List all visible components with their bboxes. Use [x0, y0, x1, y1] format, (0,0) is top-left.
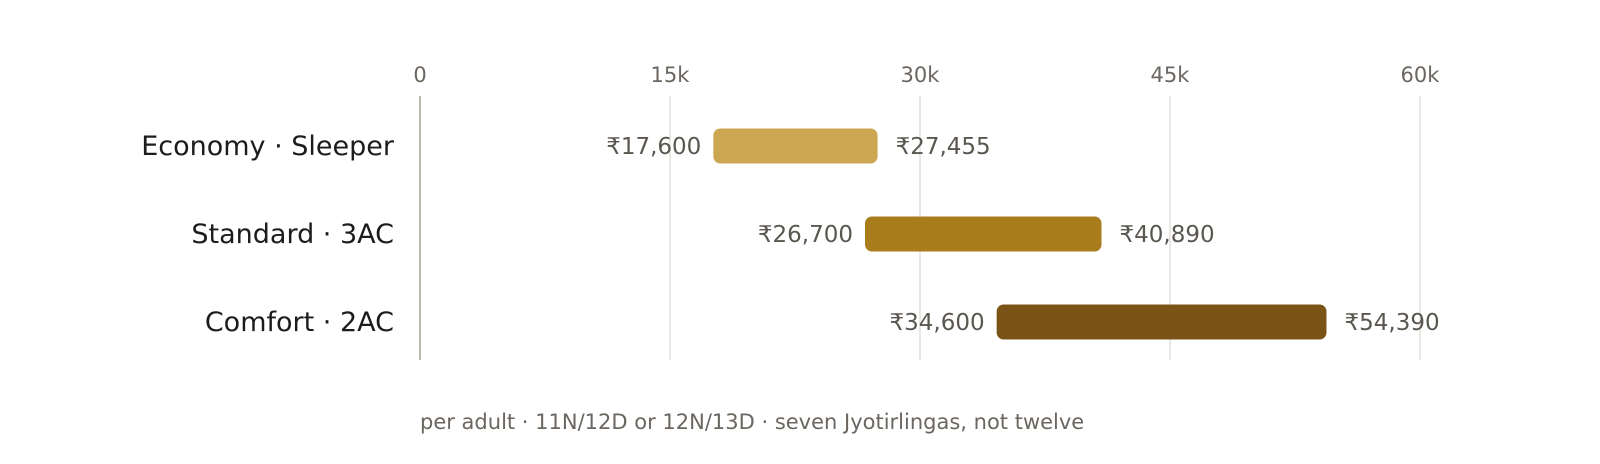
range-low-label: ₹34,600: [890, 310, 985, 336]
category-label: Economy · Sleeper: [141, 131, 395, 162]
x-tick-label: 30k: [901, 63, 941, 87]
chart-footnote: per adult · 11N/12D or 12N/13D · seven J…: [420, 410, 1084, 434]
range-low-label: ₹17,600: [606, 134, 701, 160]
x-tick-label: 15k: [651, 63, 691, 87]
range-high-label: ₹54,390: [1345, 310, 1440, 336]
range-bar: [713, 128, 878, 164]
x-tick-label: 60k: [1401, 63, 1441, 87]
range-bar: [996, 304, 1327, 340]
category-labels: Economy · Sleeper Standard · 3AC Comfort ·…: [141, 131, 395, 338]
range-low-label: ₹26,700: [758, 222, 853, 248]
x-axis-ticks: 0 15k 30k 45k 60k: [413, 63, 1440, 87]
range-bar: [865, 216, 1102, 252]
range-high-label: ₹27,455: [896, 134, 991, 160]
category-label: Standard · 3AC: [191, 219, 394, 250]
range-high-label: ₹40,890: [1120, 222, 1215, 248]
x-tick-label: 45k: [1151, 63, 1191, 87]
range-bars: [713, 128, 1327, 340]
category-label: Comfort · 2AC: [205, 307, 394, 338]
x-tick-label: 0: [413, 63, 426, 87]
value-labels: ₹17,600 ₹27,455 ₹26,700 ₹40,890 ₹34,600 ₹54,3…: [606, 134, 1439, 336]
